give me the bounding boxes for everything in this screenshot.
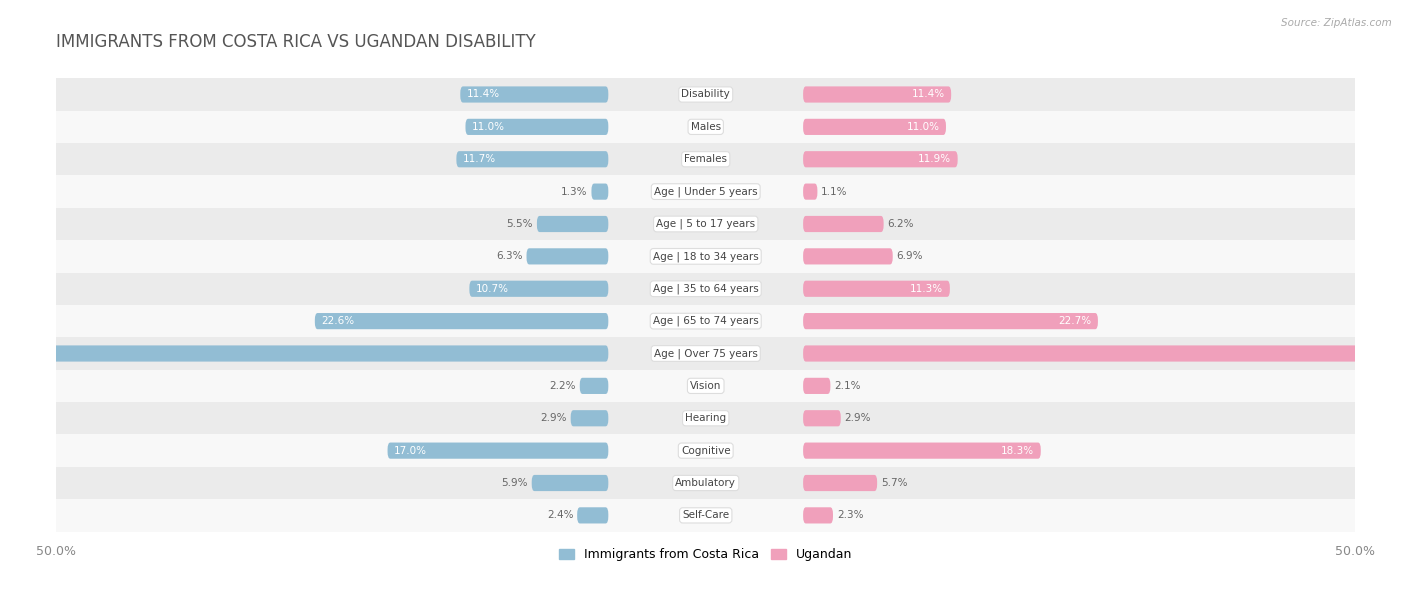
FancyBboxPatch shape — [465, 119, 609, 135]
Text: Age | 18 to 34 years: Age | 18 to 34 years — [652, 251, 759, 261]
Bar — [56, 176, 1355, 208]
FancyBboxPatch shape — [803, 475, 877, 491]
Text: 18.3%: 18.3% — [1001, 446, 1035, 455]
FancyBboxPatch shape — [803, 507, 832, 523]
Text: 22.6%: 22.6% — [322, 316, 354, 326]
Text: Age | Under 5 years: Age | Under 5 years — [654, 187, 758, 197]
FancyBboxPatch shape — [388, 442, 609, 459]
FancyBboxPatch shape — [526, 248, 609, 264]
Text: Age | 65 to 74 years: Age | 65 to 74 years — [652, 316, 759, 326]
Bar — [56, 337, 1355, 370]
Text: Age | 35 to 64 years: Age | 35 to 64 years — [652, 283, 759, 294]
FancyBboxPatch shape — [803, 184, 817, 200]
Text: 1.1%: 1.1% — [821, 187, 848, 196]
FancyBboxPatch shape — [537, 216, 609, 232]
FancyBboxPatch shape — [803, 345, 1405, 362]
Text: 6.9%: 6.9% — [897, 252, 924, 261]
FancyBboxPatch shape — [460, 86, 609, 103]
Text: 11.0%: 11.0% — [907, 122, 939, 132]
FancyBboxPatch shape — [803, 378, 831, 394]
Text: Ambulatory: Ambulatory — [675, 478, 737, 488]
Bar — [56, 370, 1355, 402]
Bar — [56, 78, 1355, 111]
Text: Hearing: Hearing — [685, 413, 727, 424]
Text: Age | 5 to 17 years: Age | 5 to 17 years — [657, 218, 755, 230]
Text: 2.4%: 2.4% — [547, 510, 574, 520]
Text: 46.3%: 46.3% — [1365, 348, 1398, 359]
Text: Source: ZipAtlas.com: Source: ZipAtlas.com — [1281, 18, 1392, 28]
FancyBboxPatch shape — [592, 184, 609, 200]
Text: 6.3%: 6.3% — [496, 252, 523, 261]
Text: Cognitive: Cognitive — [681, 446, 731, 455]
Text: 2.1%: 2.1% — [834, 381, 860, 391]
Text: 5.9%: 5.9% — [502, 478, 527, 488]
FancyBboxPatch shape — [0, 345, 609, 362]
Bar — [56, 208, 1355, 240]
Bar — [56, 435, 1355, 467]
Text: 11.7%: 11.7% — [463, 154, 496, 164]
FancyBboxPatch shape — [803, 313, 1098, 329]
FancyBboxPatch shape — [803, 442, 1040, 459]
Text: 1.3%: 1.3% — [561, 187, 588, 196]
Text: 5.7%: 5.7% — [882, 478, 907, 488]
Text: Disability: Disability — [682, 89, 730, 100]
Bar — [56, 499, 1355, 532]
FancyBboxPatch shape — [457, 151, 609, 167]
FancyBboxPatch shape — [470, 281, 609, 297]
Text: 5.5%: 5.5% — [506, 219, 533, 229]
Text: 2.2%: 2.2% — [550, 381, 576, 391]
Text: Age | Over 75 years: Age | Over 75 years — [654, 348, 758, 359]
Text: 17.0%: 17.0% — [394, 446, 427, 455]
Bar — [56, 402, 1355, 435]
Text: 46.8%: 46.8% — [7, 348, 41, 359]
FancyBboxPatch shape — [803, 281, 950, 297]
Bar — [56, 305, 1355, 337]
Text: 6.2%: 6.2% — [887, 219, 914, 229]
FancyBboxPatch shape — [576, 507, 609, 523]
FancyBboxPatch shape — [803, 119, 946, 135]
Text: 2.9%: 2.9% — [540, 413, 567, 424]
FancyBboxPatch shape — [803, 248, 893, 264]
FancyBboxPatch shape — [803, 86, 952, 103]
Text: 2.9%: 2.9% — [845, 413, 872, 424]
Bar — [56, 143, 1355, 176]
FancyBboxPatch shape — [579, 378, 609, 394]
Text: 11.0%: 11.0% — [472, 122, 505, 132]
Text: 2.3%: 2.3% — [837, 510, 863, 520]
FancyBboxPatch shape — [315, 313, 609, 329]
Text: IMMIGRANTS FROM COSTA RICA VS UGANDAN DISABILITY: IMMIGRANTS FROM COSTA RICA VS UGANDAN DI… — [56, 34, 536, 51]
Legend: Immigrants from Costa Rica, Ugandan: Immigrants from Costa Rica, Ugandan — [554, 543, 858, 566]
Text: 11.3%: 11.3% — [910, 284, 943, 294]
Text: Self-Care: Self-Care — [682, 510, 730, 520]
Bar — [56, 272, 1355, 305]
Text: 10.7%: 10.7% — [475, 284, 509, 294]
FancyBboxPatch shape — [531, 475, 609, 491]
Text: Vision: Vision — [690, 381, 721, 391]
FancyBboxPatch shape — [803, 410, 841, 427]
FancyBboxPatch shape — [571, 410, 609, 427]
Text: Females: Females — [685, 154, 727, 164]
Text: 11.4%: 11.4% — [467, 89, 501, 100]
Text: 11.4%: 11.4% — [911, 89, 945, 100]
FancyBboxPatch shape — [803, 216, 883, 232]
Bar — [56, 467, 1355, 499]
Text: 22.7%: 22.7% — [1059, 316, 1091, 326]
FancyBboxPatch shape — [803, 151, 957, 167]
Bar — [56, 111, 1355, 143]
Text: 11.9%: 11.9% — [918, 154, 952, 164]
Text: Males: Males — [690, 122, 721, 132]
Bar — [56, 240, 1355, 272]
